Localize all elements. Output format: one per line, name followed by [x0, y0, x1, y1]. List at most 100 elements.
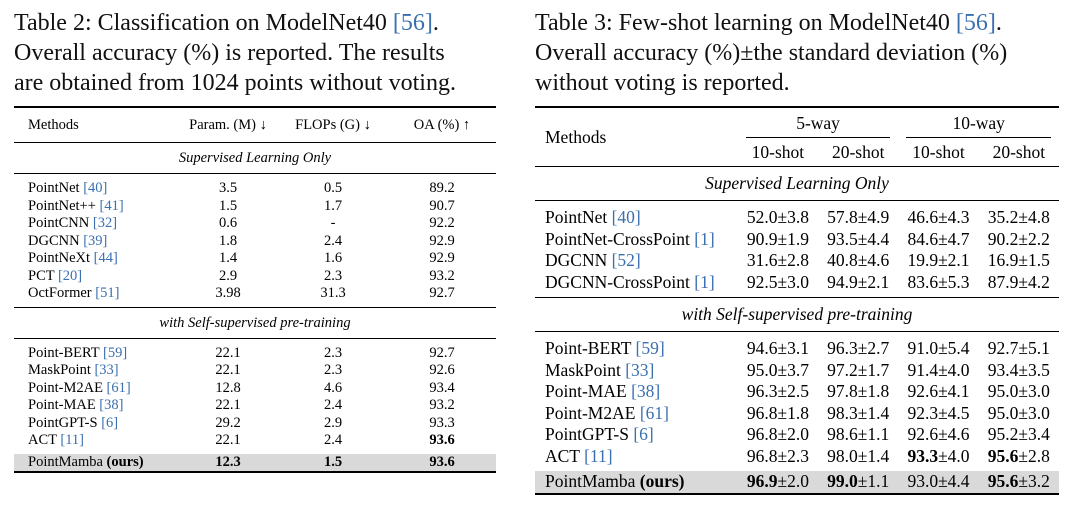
- citation-link[interactable]: [38]: [99, 397, 124, 413]
- flops-cell: 2.4: [323, 232, 343, 249]
- ours-tag: (ours): [639, 471, 685, 491]
- citation-link[interactable]: [51]: [95, 285, 120, 301]
- citation-link[interactable]: [40]: [611, 207, 641, 227]
- citation-link[interactable]: [32]: [92, 215, 118, 231]
- method-cell: ACT [11]: [535, 446, 738, 472]
- method-name: PointNeXt: [28, 250, 91, 266]
- table-row: Point-MAE [38] 22.1 2.4 93.2: [14, 397, 496, 415]
- citation-link[interactable]: [6]: [101, 414, 119, 431]
- citation-link[interactable]: [40]: [83, 180, 108, 196]
- accuracy-cell: 31.6±2.8: [746, 250, 809, 270]
- method-cell: PointNet [40]: [535, 200, 738, 229]
- table-row: PointNet++ [41] 1.5 1.7 90.7: [14, 198, 496, 216]
- param-cell: 3.5: [178, 173, 278, 198]
- accuracy-mean: 93.3: [907, 445, 939, 466]
- column-header: Methods: [14, 106, 178, 143]
- accuracy-cell: 96.3±2.7: [818, 331, 899, 360]
- param-cell: 22.1: [215, 362, 241, 378]
- citation-link[interactable]: [41]: [99, 197, 124, 214]
- oa-cell: 93.3: [429, 414, 455, 431]
- oa-cell: 93.2: [429, 397, 455, 413]
- citation-link[interactable]: [56]: [955, 10, 996, 36]
- citation-link[interactable]: [59]: [103, 344, 128, 361]
- citation-link[interactable]: [1]: [694, 228, 715, 249]
- accuracy-cell: 87.9±4.2: [987, 271, 1050, 292]
- citation-link[interactable]: [44]: [93, 250, 118, 266]
- method-name: Point-BERT: [545, 338, 632, 358]
- method-name: PointMamba: [545, 471, 636, 491]
- method-cell: PointMamba (ours): [535, 471, 738, 495]
- table-row: PointCNN [32] 0.6 - 92.2: [14, 215, 496, 233]
- param-cell: 12.3: [178, 453, 278, 473]
- accuracy-cell: 19.9±2.1: [907, 250, 970, 270]
- citation-link[interactable]: [59]: [635, 338, 665, 358]
- accuracy-cell: 98.6±1.1: [827, 424, 890, 444]
- flops-cell: 2.9: [323, 414, 343, 431]
- column-header: FLOPs (G) ↓: [278, 106, 388, 143]
- table2-classification: Methods Param. (M) ↓ FLOPs (G) ↓ OA (%) ↑ Su…: [14, 106, 496, 473]
- param-cell: 1.4: [218, 250, 238, 266]
- citation-link[interactable]: [39]: [83, 232, 108, 249]
- method-name: DGCNN: [28, 232, 80, 249]
- table2-caption: Table 2: Classification on ModelNet40 [5…: [14, 8, 456, 98]
- flops-cell: 1.7: [323, 197, 343, 214]
- oa-cell: 92.6: [429, 362, 455, 378]
- method-cell: PointNeXt [44]: [14, 250, 178, 268]
- table-row: PointNet [40] 3.5 0.5 89.2: [14, 173, 496, 198]
- ours-tag: (ours): [106, 453, 144, 470]
- method-cell: DGCNN [52]: [535, 250, 738, 272]
- group-header: 5-way: [737, 106, 899, 138]
- flops-cell: 1.6: [323, 250, 343, 266]
- group-header-label: 10-way: [906, 109, 1051, 138]
- table-row: PointNet-CrossPoint [1] 90.9±1.9 93.5±4.4 8…: [535, 229, 1059, 251]
- table2-caption-line-1: Table 2: Classification on ModelNet40 [5…: [14, 10, 439, 36]
- citation-link[interactable]: [56]: [392, 10, 433, 36]
- accuracy-cell: 97.8±1.8: [827, 381, 890, 401]
- citation-link[interactable]: [33]: [625, 359, 655, 380]
- citation-link[interactable]: [61]: [106, 379, 131, 396]
- accuracy-cell: 83.6±5.3: [907, 271, 970, 292]
- accuracy-mean: 95.6: [987, 471, 1019, 491]
- param-cell: 29.2: [215, 414, 241, 431]
- table-row: Point-M2AE [61] 12.8 4.6 93.4: [14, 380, 496, 398]
- section-header-row: Supervised Learning Only: [14, 142, 496, 174]
- citation-link[interactable]: [1]: [694, 271, 715, 292]
- accuracy-cell: 16.9±1.5: [987, 250, 1050, 270]
- section-header-row: with Self-supervised pre-training: [535, 297, 1059, 332]
- method-name: Point-BERT: [28, 344, 100, 361]
- column-header: 20-shot: [992, 142, 1046, 162]
- accuracy-cell: 98.3±1.4: [827, 402, 890, 423]
- accuracy-cell: 98.0±1.4: [827, 445, 890, 466]
- table3-caption: Table 3: Few-shot learning on ModelNet40…: [535, 8, 1007, 98]
- method-name: PointMamba: [28, 453, 103, 470]
- citation-link[interactable]: [33]: [94, 362, 119, 378]
- accuracy-cell: 95.6±3.2: [978, 471, 1059, 495]
- method-cell: PointNet [40]: [14, 173, 178, 198]
- table-row: PointNet [40] 52.0±3.8 57.8±4.9 46.6±4.3 35.…: [535, 200, 1059, 229]
- method-cell: Point-MAE [38]: [535, 381, 738, 403]
- accuracy-cell: 92.6±4.1: [907, 381, 970, 401]
- accuracy-cell: 84.6±4.7: [907, 228, 970, 249]
- accuracy-cell: 95.6±2.8: [987, 445, 1050, 466]
- oa-cell: 93.6: [388, 453, 496, 473]
- accuracy-cell: 95.0±3.0: [987, 402, 1050, 423]
- accuracy-cell: 95.0±3.7: [746, 359, 809, 380]
- accuracy-cell: 46.6±4.3: [898, 200, 979, 229]
- citation-link[interactable]: [61]: [639, 402, 669, 423]
- citation-link[interactable]: [6]: [633, 424, 654, 444]
- method-cell: PointCNN [32]: [14, 215, 178, 233]
- param-cell: 3.98: [215, 285, 241, 301]
- method-name: MaskPoint: [545, 359, 621, 380]
- group-header: 10-way: [898, 106, 1059, 138]
- citation-link[interactable]: [11]: [584, 445, 613, 466]
- param-cell: 22.1: [215, 432, 241, 448]
- citation-link[interactable]: [11]: [60, 432, 84, 448]
- citation-link[interactable]: [52]: [611, 250, 641, 270]
- oa-cell: 93.6: [429, 432, 455, 448]
- table-row: OctFormer [51] 3.98 31.3 92.7: [14, 285, 496, 307]
- accuracy-cell: 92.7±5.1: [978, 331, 1059, 360]
- citation-link[interactable]: [20]: [57, 267, 83, 284]
- column-header: 10-shot: [751, 142, 805, 162]
- accuracy-cell: 91.4±4.0: [907, 359, 970, 380]
- citation-link[interactable]: [38]: [631, 381, 661, 401]
